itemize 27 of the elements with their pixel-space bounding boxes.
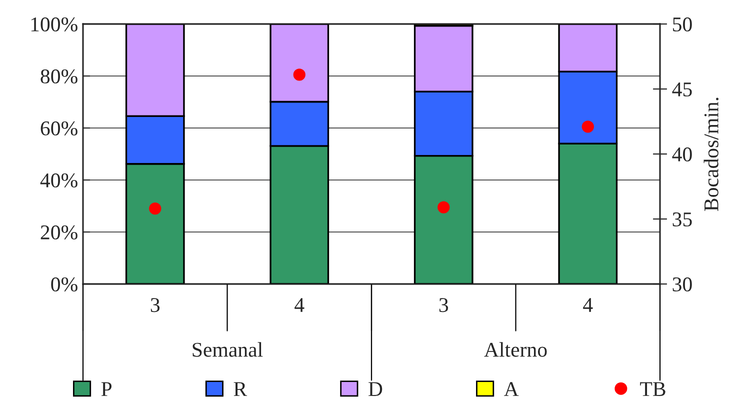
y2-tick-label: 30 bbox=[672, 277, 692, 292]
y-tick-label: 60% bbox=[40, 121, 78, 136]
point bbox=[293, 68, 306, 81]
y-tick-label: 20% bbox=[40, 225, 78, 240]
point bbox=[582, 120, 594, 133]
x-tick-label: 3 bbox=[150, 298, 160, 312]
y-tick-label: 40% bbox=[40, 173, 78, 188]
x-tick-label: 3 bbox=[439, 298, 448, 312]
y2-tick-label: 50 bbox=[673, 17, 692, 32]
legend-label: P bbox=[101, 382, 112, 396]
y2-tick-label: 45 bbox=[672, 82, 692, 96]
point bbox=[149, 202, 162, 215]
text: Alterno bbox=[484, 342, 547, 357]
legend-label: D bbox=[368, 382, 382, 396]
legend-label: R bbox=[234, 382, 248, 396]
legend-label: TB bbox=[640, 382, 666, 396]
y2-axis-title: Bocados/min. bbox=[704, 98, 719, 211]
point bbox=[438, 201, 450, 214]
y-tick-label: 0% bbox=[51, 277, 78, 292]
y2-tick-label: 35 bbox=[672, 212, 692, 226]
x-tick-label: 4 bbox=[294, 298, 304, 312]
y-tick-label: 80% bbox=[40, 69, 78, 84]
x-tick-label: 4 bbox=[583, 298, 593, 312]
y-tick-label: 100% bbox=[31, 17, 78, 32]
legend-label: A bbox=[504, 382, 519, 396]
text: Semanal bbox=[192, 342, 263, 357]
y2-tick-label: 40 bbox=[672, 147, 692, 162]
